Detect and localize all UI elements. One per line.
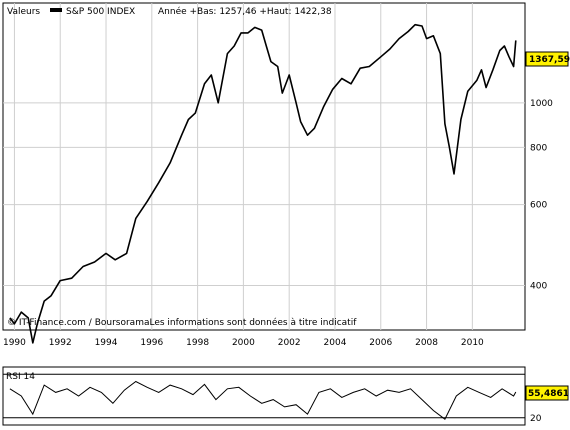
rsi-plot-frame — [2, 366, 526, 426]
price-line — [9, 23, 517, 344]
price-last-value: 1367,59 — [529, 55, 570, 65]
footer-credit: © IT-Finance.com / BoursoramaLes informa… — [7, 317, 357, 328]
header-index-name: S&P 500 INDEX — [66, 7, 135, 17]
rsi-series — [9, 380, 517, 420]
header-range-text: Année +Bas: 1257,46 +Haut: 1422,38 — [158, 6, 332, 17]
rsi-line — [9, 380, 517, 420]
rsi-reference-lines — [3, 373, 525, 419]
x-tick-label-2006: 2006 — [369, 338, 392, 348]
rsi-y-tick-label-20: 20 — [530, 414, 542, 424]
y-tick-label-800: 800 — [530, 143, 547, 153]
main-grid — [3, 3, 525, 330]
legend-swatch — [50, 8, 62, 12]
rsi-last-value-box — [525, 385, 569, 401]
x-axis: 1990 1992 1994 1996 1998 2000 2002 2004 2006 2008… — [3, 338, 484, 348]
x-tick-label-1992: 1992 — [49, 338, 72, 348]
svg-text:S&P 500 INDEX: S&P 500 INDEX — [66, 7, 135, 17]
x-tick-label-2000: 2000 — [232, 338, 255, 348]
x-tick-label-1996: 1996 — [140, 338, 163, 348]
header-prefix: Valeurs — [7, 7, 40, 17]
x-tick-label-1994: 1994 — [95, 338, 118, 348]
main-y-axis: 400 600 800 1000 — [530, 99, 553, 292]
x-tick-label-2002: 2002 — [278, 338, 301, 348]
svg-text:Valeurs: Valeurs — [7, 7, 40, 17]
y-tick-label-1000: 1000 — [530, 99, 553, 109]
x-tick-label-1998: 1998 — [186, 338, 209, 348]
price-series — [9, 23, 517, 344]
y-tick-label-400: 400 — [530, 282, 547, 292]
x-tick-label-2008: 2008 — [415, 338, 438, 348]
rsi-label: RSI 14 — [6, 372, 35, 382]
rsi-last-value: 55,4861 — [528, 389, 569, 399]
y-tick-label-600: 600 — [530, 201, 547, 211]
x-tick-label-1990: 1990 — [3, 338, 26, 348]
main-plot-frame — [2, 2, 526, 331]
x-tick-label-2010: 2010 — [461, 338, 484, 348]
svg-text:Année +Bas: 1257,46 +Haut: 142: Année +Bas: 1257,46 +Haut: 1422,38 — [158, 6, 332, 17]
rsi-y-axis: 20 — [530, 414, 542, 424]
x-tick-label-2004: 2004 — [324, 338, 347, 348]
price-last-value-box — [525, 51, 569, 67]
